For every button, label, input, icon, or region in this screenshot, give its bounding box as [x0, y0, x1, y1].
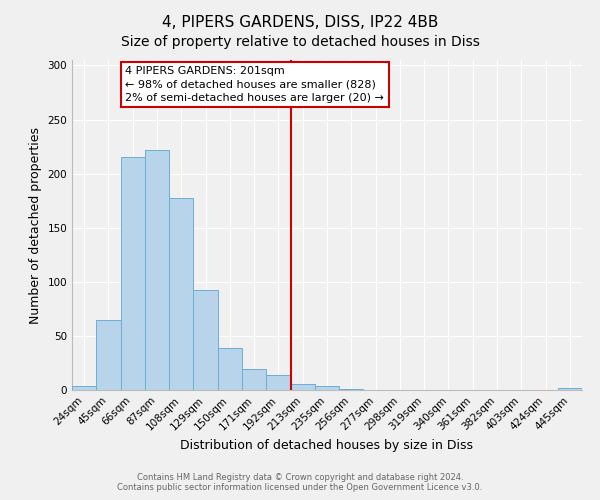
X-axis label: Distribution of detached houses by size in Diss: Distribution of detached houses by size … — [181, 438, 473, 452]
Y-axis label: Number of detached properties: Number of detached properties — [29, 126, 42, 324]
Bar — [72, 386, 96, 390]
Text: Size of property relative to detached houses in Diss: Size of property relative to detached ho… — [121, 35, 479, 49]
Bar — [218, 348, 242, 390]
Bar — [266, 375, 290, 390]
Bar — [96, 320, 121, 390]
Text: Contains HM Land Registry data © Crown copyright and database right 2024.
Contai: Contains HM Land Registry data © Crown c… — [118, 473, 482, 492]
Bar — [121, 158, 145, 390]
Bar — [145, 150, 169, 390]
Bar — [169, 198, 193, 390]
Bar — [315, 386, 339, 390]
Bar — [193, 290, 218, 390]
Bar — [242, 370, 266, 390]
Bar — [558, 388, 582, 390]
Bar — [339, 389, 364, 390]
Bar — [290, 384, 315, 390]
Text: 4, PIPERS GARDENS, DISS, IP22 4BB: 4, PIPERS GARDENS, DISS, IP22 4BB — [162, 15, 438, 30]
Text: 4 PIPERS GARDENS: 201sqm
← 98% of detached houses are smaller (828)
2% of semi-d: 4 PIPERS GARDENS: 201sqm ← 98% of detach… — [125, 66, 385, 103]
